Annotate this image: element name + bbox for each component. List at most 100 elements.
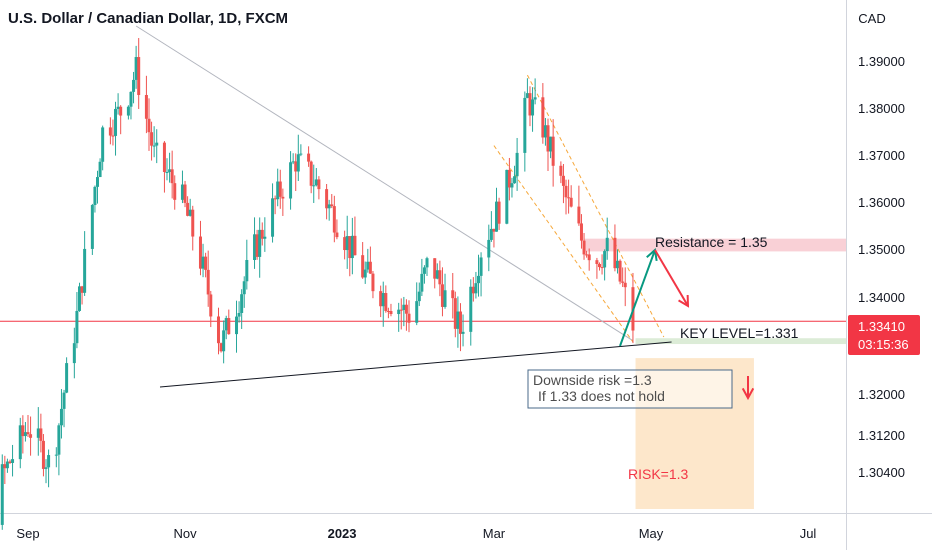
candle-body — [582, 240, 586, 255]
time-tick-label: May — [639, 526, 664, 541]
candle-body — [132, 79, 136, 92]
candle-body — [204, 256, 208, 270]
candle-body — [458, 311, 462, 334]
price-tick-label: 1.31200 — [858, 428, 905, 443]
candle-body — [330, 204, 334, 207]
candle-body — [294, 161, 298, 172]
candle-body — [276, 181, 280, 200]
candle-body — [384, 293, 388, 311]
projection-down-arrow-head — [678, 294, 690, 308]
candle-body — [75, 310, 79, 344]
candle-body — [150, 132, 154, 146]
candle-body — [23, 432, 27, 437]
candle-body — [162, 142, 166, 173]
candle-body — [402, 304, 406, 310]
candle-body — [595, 260, 599, 264]
candle-body — [489, 228, 493, 240]
candle-body — [77, 286, 81, 311]
candle-body — [65, 363, 69, 393]
candle-body — [507, 169, 511, 188]
candle-body — [206, 269, 210, 295]
channel-lower-line — [493, 145, 634, 343]
candle-body — [47, 455, 51, 468]
candle-body — [8, 461, 12, 463]
price-tick-label: 1.37000 — [858, 148, 905, 163]
projection-down-arrow-shaft — [654, 249, 689, 307]
candle-body — [523, 97, 527, 153]
candle-body — [528, 93, 532, 116]
candle-body — [281, 196, 285, 199]
candle-body — [587, 254, 591, 261]
candle-body — [29, 434, 33, 438]
candle-body — [62, 392, 66, 409]
candle-body — [325, 189, 329, 209]
candle-body — [469, 286, 473, 332]
candle-body — [39, 428, 43, 441]
candle-body — [415, 301, 419, 323]
candle-body — [577, 206, 581, 224]
candle-body — [443, 290, 447, 307]
candle-body — [237, 312, 241, 317]
candle-body — [119, 106, 123, 116]
candle-body — [425, 258, 429, 268]
candle-body — [363, 269, 367, 278]
candle-body — [96, 177, 100, 187]
candle-body — [186, 202, 190, 216]
candle-body — [57, 425, 61, 455]
candle-body — [505, 169, 509, 224]
candle-body — [240, 294, 244, 313]
time-tick-label: Jul — [800, 526, 817, 541]
candle-body — [492, 228, 496, 232]
candle-body — [543, 125, 547, 138]
candle-body — [479, 257, 483, 276]
price-tick-label: 1.34000 — [858, 290, 905, 305]
candle-body — [585, 254, 589, 256]
candle-body — [613, 237, 617, 269]
candle-body — [144, 94, 148, 119]
candle-body — [453, 298, 457, 329]
candle-body — [260, 229, 264, 239]
candle-body — [623, 282, 627, 288]
candle-body — [180, 184, 184, 200]
candle-body — [147, 118, 151, 133]
candle-body — [546, 125, 550, 152]
candle-body — [404, 304, 408, 314]
candle-body — [41, 440, 45, 469]
candle-body — [353, 235, 357, 256]
candle-body — [497, 201, 501, 224]
chart-title: U.S. Dollar / Canadian Dollar, 1D, FXCM — [8, 10, 289, 27]
candle-body — [271, 198, 275, 237]
candle-body — [255, 234, 259, 257]
time-tick-label: 2023 — [328, 526, 357, 541]
candle-body — [533, 97, 537, 100]
candle-body — [222, 330, 226, 352]
candle-body — [621, 281, 625, 283]
candle-body — [235, 316, 239, 335]
ascending-trendline — [159, 341, 672, 388]
candle-body — [253, 234, 257, 261]
candle-body — [93, 186, 97, 206]
candle-body — [600, 267, 604, 269]
candle-body — [129, 91, 133, 107]
candle-body — [114, 108, 118, 136]
candle-body — [18, 425, 22, 460]
candle-body — [72, 343, 76, 364]
candle-body — [476, 275, 480, 284]
candle-body — [327, 204, 331, 209]
candle-body — [59, 408, 63, 426]
candle-body — [515, 152, 519, 177]
candle-body — [471, 286, 475, 294]
resistance-label: Resistance = 1.35 — [655, 234, 768, 250]
candle-body — [440, 284, 444, 307]
candle-body — [605, 237, 609, 252]
candle-body — [456, 311, 460, 329]
candle-body — [513, 176, 517, 184]
downside-risk-text: Downside risk =1.3 — [533, 372, 652, 388]
candle-body — [116, 106, 120, 109]
resistance-zone — [584, 238, 846, 252]
bar-countdown: 03:15:36 — [858, 337, 909, 352]
candle-body — [80, 286, 84, 293]
candle-body — [108, 127, 112, 136]
candle-body — [381, 293, 385, 307]
